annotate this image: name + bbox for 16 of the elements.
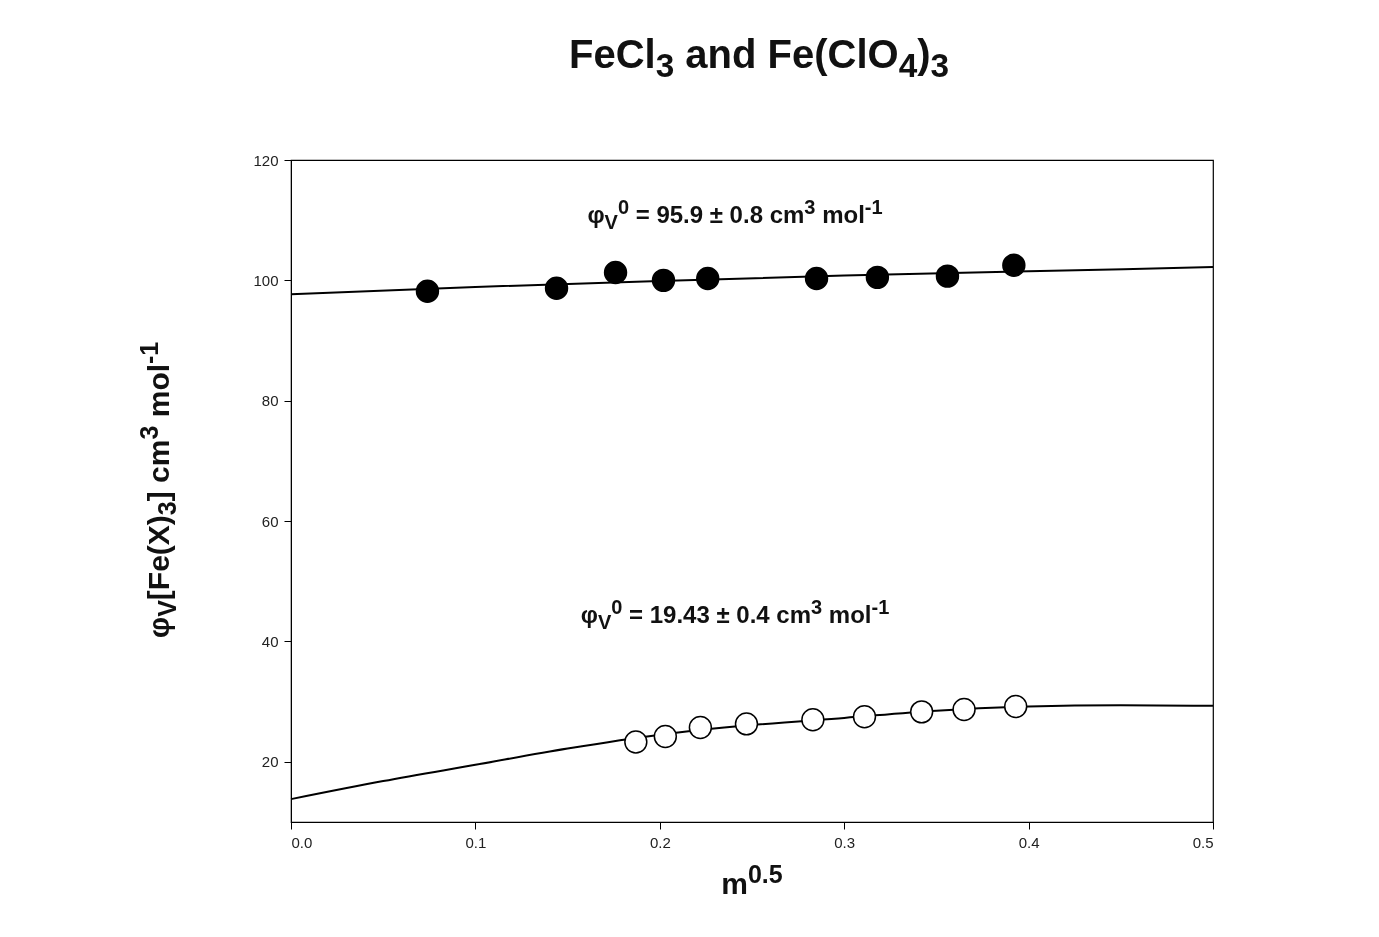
annotation: φ$_{V}$$^{0}$ = 19.43 ± 0.4 cm$^{3}$ mol$^{-1}$ (580, 596, 890, 634)
y-tick-label: 100 (253, 271, 279, 289)
y-tick-label: 20 (261, 753, 279, 771)
x-tick-label: 0.4 (1018, 833, 1040, 851)
y-tick-label: 120 (253, 151, 279, 169)
x-tick-label: 0.3 (834, 833, 856, 851)
y-tick-label: 80 (261, 392, 279, 410)
y-tick-label: 40 (261, 632, 279, 650)
x-axis-title: m$^{0.5}$ (721, 859, 783, 901)
chart-title: FeCl$_{3}$ and Fe(ClO$_{4}$)$_{3}$ (568, 31, 950, 85)
y-tick-label: 60 (261, 512, 279, 530)
x-tick-label: 0.0 (291, 833, 313, 851)
x-tick-label: 0.1 (465, 833, 487, 851)
x-tick-label: 0.2 (649, 833, 671, 851)
x-tick-label: 0.5 (1192, 833, 1214, 851)
annotation: φ$_{V}$$^{0}$ = 95.9 ± 0.8 cm$^{3}$ mol$^{-1}$ (587, 196, 883, 234)
